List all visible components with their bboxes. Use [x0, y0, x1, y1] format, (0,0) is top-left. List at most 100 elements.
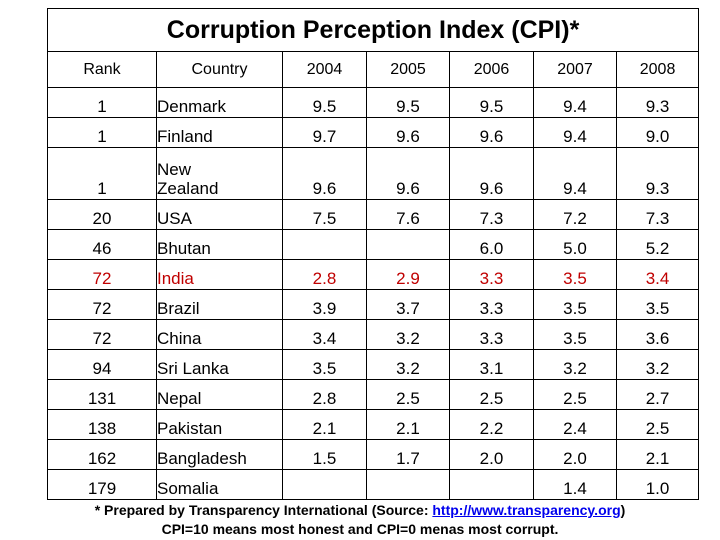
cpi-value-cell: 7.2	[533, 199, 617, 230]
cpi-value-cell: 9.5	[282, 87, 367, 118]
source-link[interactable]: http://www.transparency.org	[432, 502, 621, 518]
table-row: 162 Bangladesh 1.5 1.7 2.0 2.0 2.1	[47, 439, 700, 470]
table-row: 94 Sri Lanka 3.5 3.2 3.1 3.2 3.2	[47, 349, 700, 380]
cpi-value-cell: 7.6	[366, 199, 450, 230]
cpi-value-cell	[282, 229, 367, 260]
cpi-value-cell: 3.4	[282, 319, 367, 350]
cpi-value-cell: 5.0	[533, 229, 617, 260]
cpi-value-cell: 3.7	[366, 289, 450, 320]
table-title: Corruption Perception Index (CPI)*	[46, 8, 700, 52]
cpi-value-cell: 3.5	[615, 289, 700, 320]
column-header-2006: 2006	[449, 51, 534, 88]
column-header-country: Country	[156, 51, 283, 88]
cpi-value-cell: 9.6	[282, 147, 367, 200]
cpi-value-cell: 2.1	[615, 439, 700, 470]
table-row: 1 New Zealand 9.6 9.6 9.6 9.4 9.3	[47, 147, 700, 200]
cpi-value-cell: 3.2	[366, 319, 450, 350]
cpi-value-cell: 9.0	[615, 117, 700, 148]
cpi-value-cell: 9.5	[449, 87, 534, 118]
rank-cell: 179	[47, 469, 157, 500]
cpi-value-cell: 2.7	[615, 379, 700, 410]
cpi-value-cell: 2.8	[282, 379, 367, 410]
table-row: 46 Bhutan 6.0 5.0 5.2	[47, 229, 700, 260]
country-cell: Somalia	[156, 469, 283, 500]
cpi-value-cell: 2.5	[449, 379, 534, 410]
cpi-value-cell: 9.4	[533, 87, 617, 118]
cpi-value-cell: 2.4	[533, 409, 617, 440]
rank-cell: 138	[47, 409, 157, 440]
country-cell: Brazil	[156, 289, 283, 320]
cpi-value-cell: 9.6	[449, 117, 534, 148]
cpi-value-cell: 2.8	[282, 259, 367, 290]
footnote-source-suffix: )	[620, 502, 626, 518]
cpi-value-cell: 3.2	[615, 349, 700, 380]
table-row: 72 Brazil 3.9 3.7 3.3 3.5 3.5	[47, 289, 700, 320]
cpi-value-cell: 1.7	[366, 439, 450, 470]
cpi-value-cell	[449, 469, 534, 500]
rank-cell: 72	[47, 319, 157, 350]
cpi-value-cell: 2.1	[282, 409, 367, 440]
country-cell: New Zealand	[156, 147, 283, 200]
rank-cell: 46	[47, 229, 157, 260]
table-row: 20 USA 7.5 7.6 7.3 7.2 7.3	[47, 199, 700, 230]
rank-cell: 72	[47, 289, 157, 320]
cpi-value-cell: 9.5	[366, 87, 450, 118]
column-header-2004: 2004	[282, 51, 367, 88]
cpi-value-cell: 2.5	[615, 409, 700, 440]
cpi-value-cell: 2.9	[366, 259, 450, 290]
cpi-value-cell: 2.0	[449, 439, 534, 470]
rank-cell: 1	[47, 147, 157, 200]
country-cell: Denmark	[156, 87, 283, 118]
rank-cell: 162	[47, 439, 157, 470]
cpi-value-cell: 9.3	[615, 147, 700, 200]
column-header-2007: 2007	[533, 51, 617, 88]
column-header-2008: 2008	[615, 51, 700, 88]
cpi-value-cell: 9.6	[366, 117, 450, 148]
cpi-value-cell: 3.3	[449, 319, 534, 350]
rank-cell: 1	[47, 87, 157, 118]
table-row: 72 India 2.8 2.9 3.3 3.5 3.4	[47, 259, 700, 290]
footnote-line-1: * Prepared by Transparency International…	[0, 501, 720, 520]
cpi-value-cell: 6.0	[449, 229, 534, 260]
cpi-value-cell: 3.5	[282, 349, 367, 380]
country-cell: Nepal	[156, 379, 283, 410]
country-cell: Sri Lanka	[156, 349, 283, 380]
country-cell: China	[156, 319, 283, 350]
cpi-value-cell: 3.5	[533, 289, 617, 320]
cpi-value-cell: 3.3	[449, 289, 534, 320]
cpi-value-cell: 7.3	[615, 199, 700, 230]
cpi-value-cell: 2.5	[366, 379, 450, 410]
rank-cell: 94	[47, 349, 157, 380]
cpi-value-cell: 2.1	[366, 409, 450, 440]
country-cell: Bangladesh	[156, 439, 283, 470]
header-row: Rank Country 2004 2005 2006 2007 2008	[47, 51, 700, 88]
rank-cell: 72	[47, 259, 157, 290]
cpi-value-cell	[366, 469, 450, 500]
cpi-value-cell: 3.5	[533, 319, 617, 350]
cpi-value-cell	[366, 229, 450, 260]
footnote: * Prepared by Transparency International…	[0, 501, 720, 539]
cpi-value-cell: 9.4	[533, 117, 617, 148]
column-header-rank: Rank	[47, 51, 157, 88]
cpi-value-cell: 1.5	[282, 439, 367, 470]
cpi-value-cell: 3.3	[449, 259, 534, 290]
country-cell: Bhutan	[156, 229, 283, 260]
table-body: 1 Denmark 9.5 9.5 9.5 9.4 9.3 1 Finland 9.7 9.6 9.6…	[47, 87, 700, 500]
cpi-value-cell: 9.6	[366, 147, 450, 200]
cpi-value-cell: 3.9	[282, 289, 367, 320]
cpi-value-cell: 5.2	[615, 229, 700, 260]
table-row: 72 China 3.4 3.2 3.3 3.5 3.6	[47, 319, 700, 350]
cpi-value-cell: 3.4	[615, 259, 700, 290]
country-cell: USA	[156, 199, 283, 230]
table-row: 131 Nepal 2.8 2.5 2.5 2.5 2.7	[47, 379, 700, 410]
cpi-value-cell: 3.1	[449, 349, 534, 380]
cpi-value-cell: 3.2	[366, 349, 450, 380]
cpi-value-cell: 3.2	[533, 349, 617, 380]
cpi-value-cell: 3.5	[533, 259, 617, 290]
cpi-value-cell: 7.3	[449, 199, 534, 230]
country-cell: Finland	[156, 117, 283, 148]
table-row: 138 Pakistan 2.1 2.1 2.2 2.4 2.5	[47, 409, 700, 440]
column-header-2005: 2005	[366, 51, 450, 88]
cpi-value-cell: 9.4	[533, 147, 617, 200]
